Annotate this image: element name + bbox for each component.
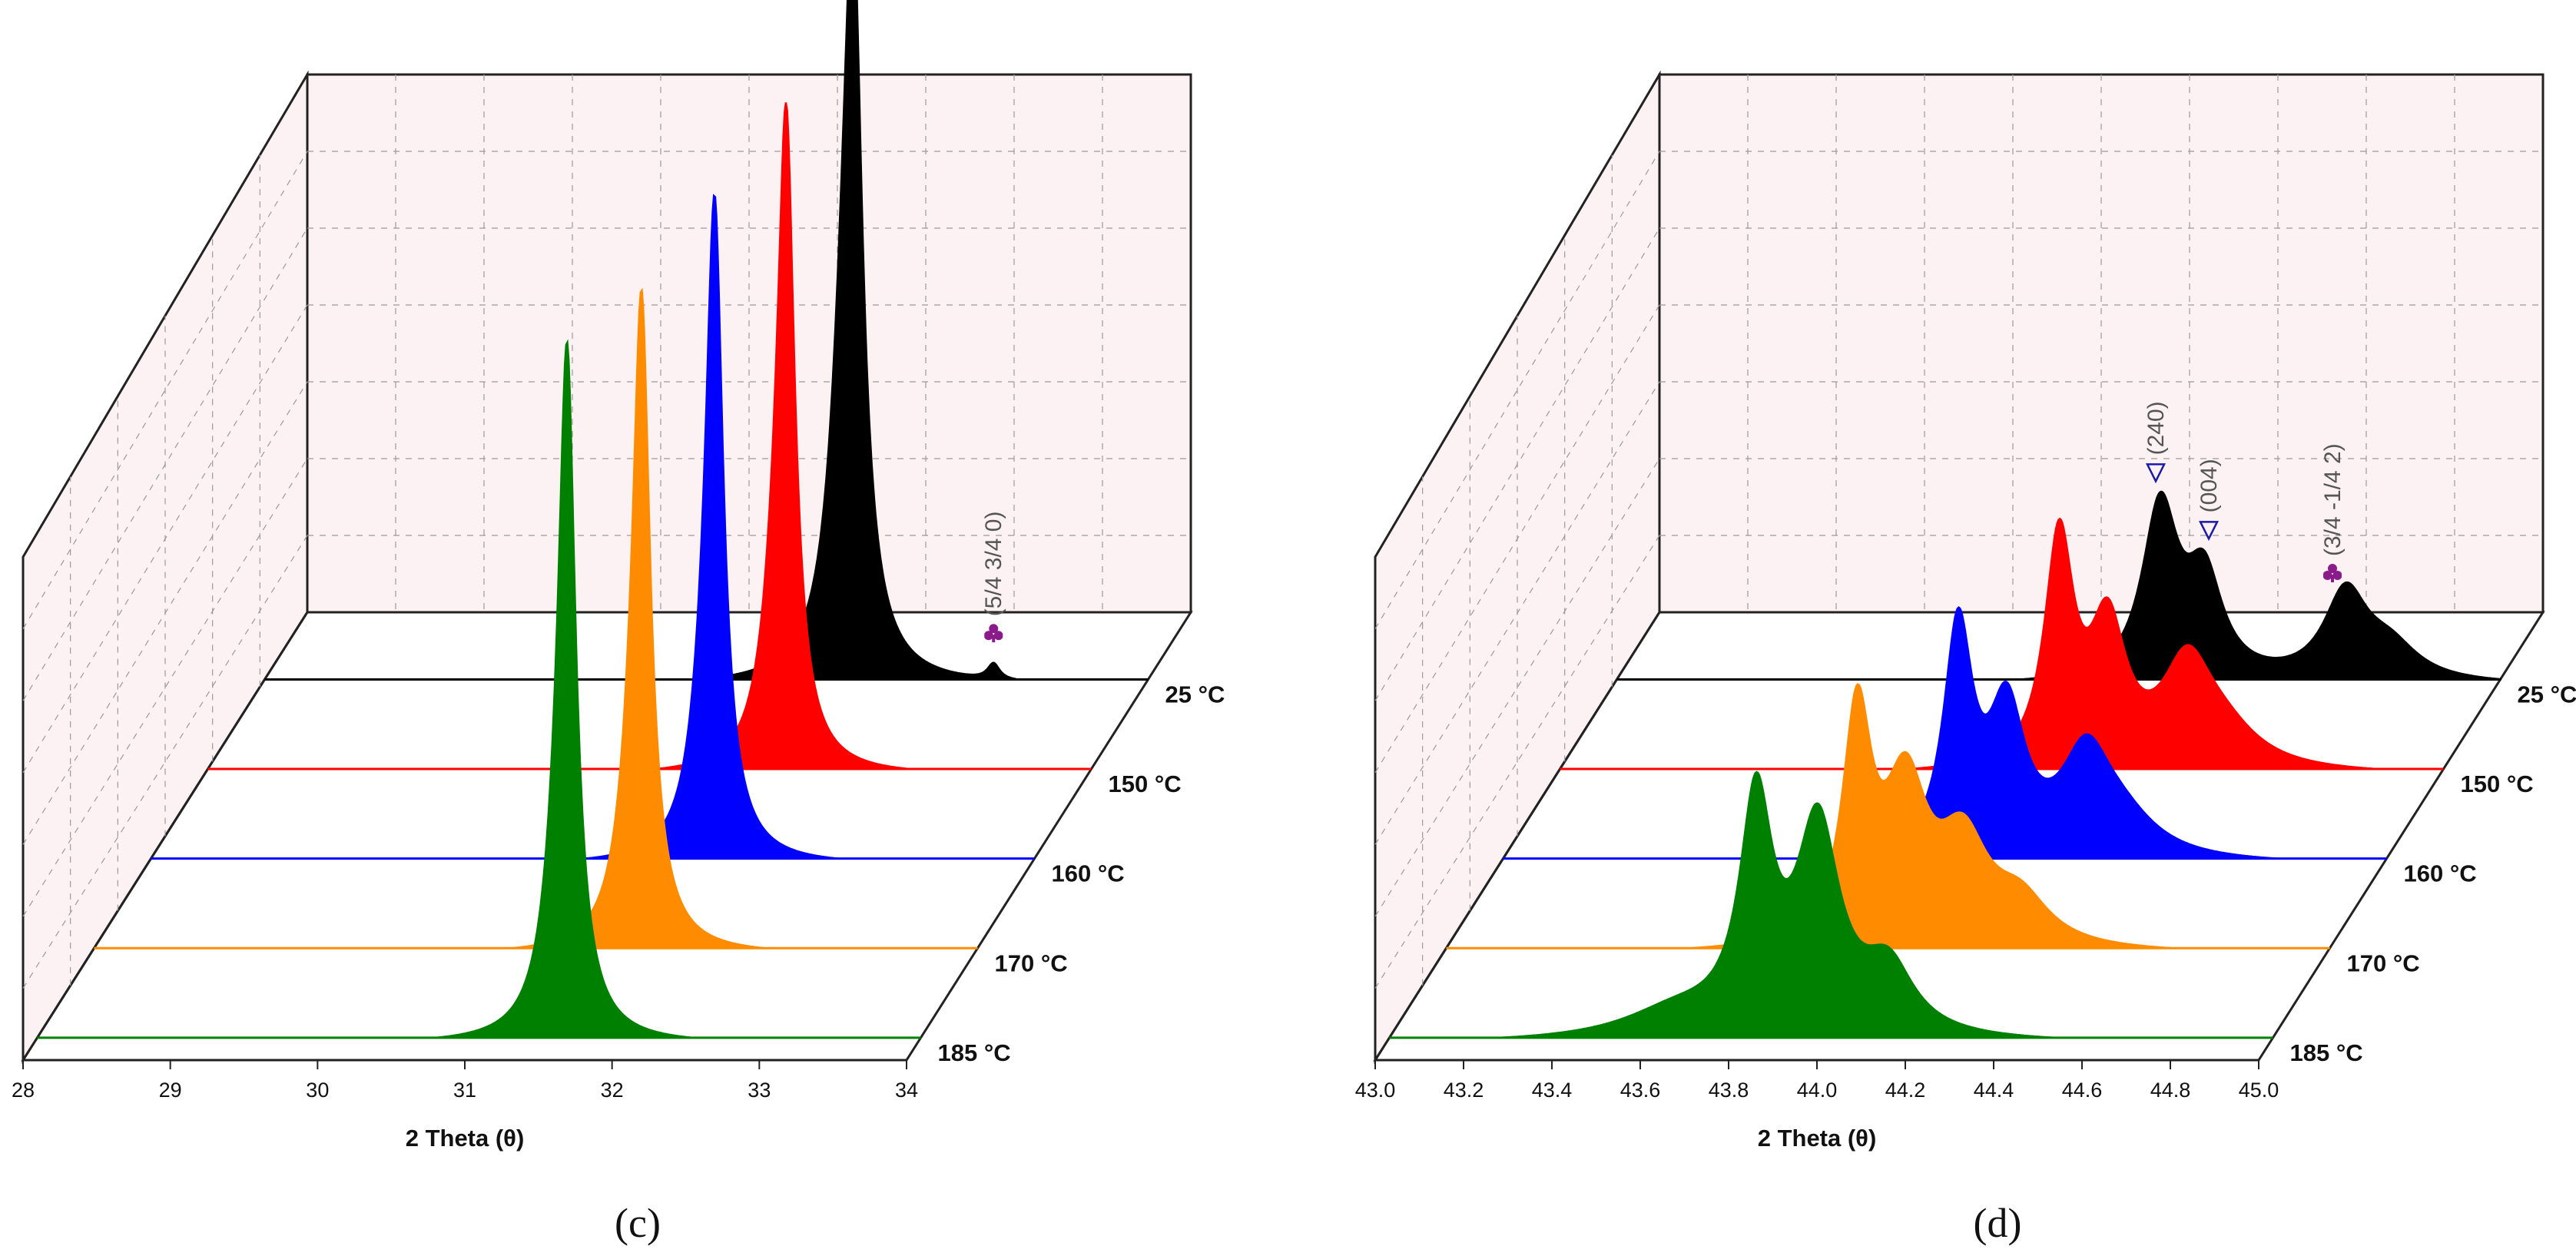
panel-d-subfigure-label: (d) [1974, 1200, 2022, 1246]
panel-d-x-ticks: 43.0 43.2 43.4 43.6 43.8 44.0 44.2 44.4 44.6 44.8… [1355, 1060, 2279, 1102]
annotation-label: (3/4 -1/4 2) [2320, 443, 2346, 556]
temperature-label-160-c: 160 °C [2404, 860, 2477, 887]
x-tick-label: 44.6 [2062, 1079, 2103, 1102]
x-tick-label: 29 [159, 1079, 182, 1102]
temperature-label-25-c: 25 °C [1165, 681, 1225, 708]
panel-d-grid [1374, 75, 2543, 989]
panel-c: 28 29 30 31 32 33 34 25 °C 150 °C 160 °C 170 °C 18… [12, 0, 1225, 1246]
x-tick-label: 31 [453, 1079, 476, 1102]
panel-d: 43.0 43.2 43.4 43.6 43.8 44.0 44.2 44.4 44.6 44.8… [1355, 70, 2576, 1246]
x-tick-label: 45.0 [2239, 1079, 2279, 1102]
grid-line [22, 458, 308, 917]
panel-c-annotations: (200)/(122)(5/4 3/4 0) [981, 512, 1006, 643]
x-tick-label: 43.8 [1709, 1079, 1749, 1102]
temperature-label-150-c: 150 °C [1109, 771, 1182, 797]
temperature-label-150-c: 150 °C [2461, 771, 2534, 797]
triangle-marker-icon [2145, 463, 2167, 484]
panel-d-series [1389, 490, 2501, 1039]
x-tick-label: 43.4 [1532, 1079, 1573, 1102]
temperature-label-160-c: 160 °C [1052, 860, 1125, 887]
triangle-marker-icon [2198, 521, 2220, 542]
x-tick-label: 43.6 [1620, 1079, 1661, 1102]
temperature-label-185-c: 185 °C [2290, 1039, 2363, 1066]
grid-line [1374, 458, 1660, 917]
panel-d-annotations: (240) (004) (3/4 -1/4 2) [2143, 401, 2346, 583]
temperature-label-170-c: 170 °C [995, 949, 1068, 976]
temperature-label-25-c: 25 °C [2518, 681, 2576, 708]
panel-c-temperature-labels: 25 °C 150 °C 160 °C 170 °C 185 °C [938, 681, 1225, 1065]
x-tick-label: 33 [748, 1079, 771, 1102]
panel-c-x-ticks: 28 29 30 31 32 33 34 [12, 1060, 918, 1102]
panel-c-x-axis-label: 2 Theta (θ) [406, 1125, 525, 1152]
x-tick-label: 43.2 [1444, 1079, 1484, 1102]
temperature-label-170-c: 170 °C [2347, 949, 2420, 976]
x-tick-label: 34 [895, 1079, 918, 1102]
x-tick-label: 30 [306, 1079, 329, 1102]
annotation-label: (5/4 3/4 0) [981, 512, 1006, 617]
x-tick-label: 44.0 [1797, 1079, 1838, 1102]
panel-c-subfigure-label: (c) [615, 1200, 661, 1246]
x-tick-label: 44.2 [1885, 1079, 1926, 1102]
club-marker-icon [984, 624, 1003, 643]
temperature-label-185-c: 185 °C [938, 1039, 1011, 1066]
x-tick-label: 44.8 [2150, 1079, 2191, 1102]
panel-d-temperature-labels: 25 °C 150 °C 160 °C 170 °C 185 °C [2290, 681, 2576, 1065]
x-tick-label: 32 [601, 1079, 624, 1102]
panel-c-series [37, 0, 1149, 1039]
x-tick-label: 43.0 [1355, 1079, 1396, 1102]
x-tick-label: 28 [12, 1079, 35, 1102]
annotation-label: (240) [2143, 401, 2169, 455]
panel-d-x-axis-label: 2 Theta (θ) [1758, 1125, 1877, 1152]
x-tick-label: 44.4 [1974, 1079, 2014, 1102]
annotation-label: (004) [2196, 459, 2222, 512]
